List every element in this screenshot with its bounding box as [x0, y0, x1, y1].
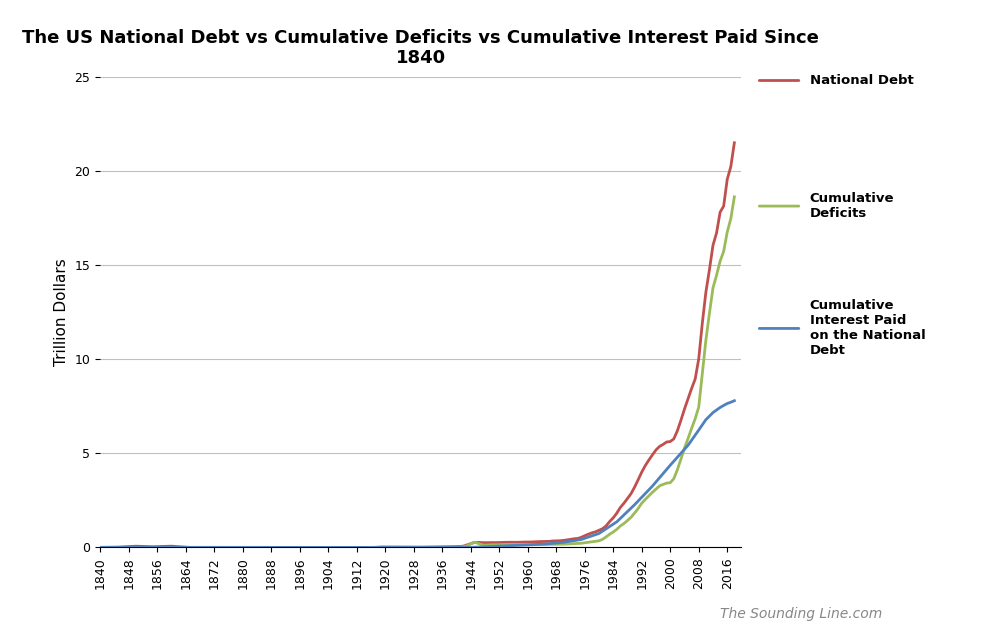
Title: The US National Debt vs Cumulative Deficits vs Cumulative Interest Paid Since
18: The US National Debt vs Cumulative Defic… [22, 28, 820, 68]
Text: Cumulative
Interest Paid
on the National
Debt: Cumulative Interest Paid on the National… [810, 299, 926, 357]
Text: The Sounding Line.com: The Sounding Line.com [719, 607, 882, 621]
Text: Cumulative
Deficits: Cumulative Deficits [810, 192, 894, 220]
Y-axis label: Trillion Dollars: Trillion Dollars [54, 258, 69, 366]
Text: National Debt: National Debt [810, 74, 914, 87]
